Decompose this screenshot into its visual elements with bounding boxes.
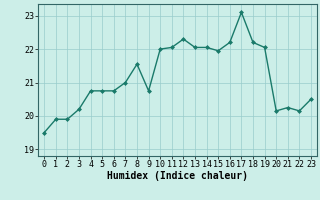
X-axis label: Humidex (Indice chaleur): Humidex (Indice chaleur) bbox=[107, 171, 248, 181]
